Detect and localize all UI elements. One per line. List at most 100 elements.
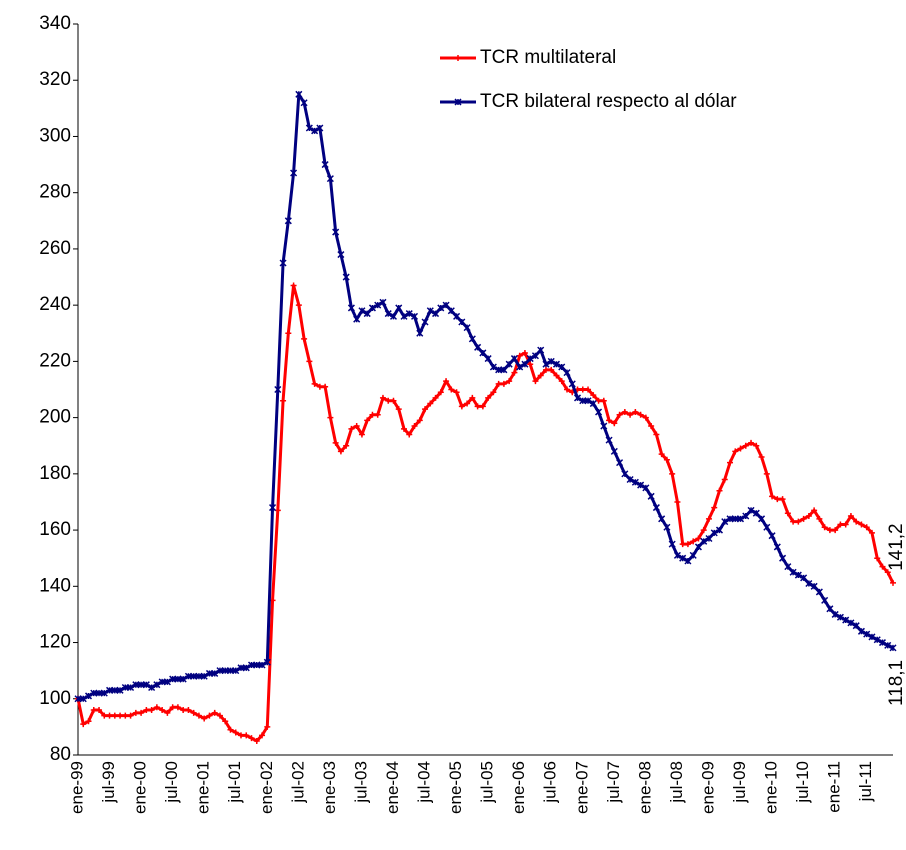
- point-marker: [548, 366, 555, 373]
- point-marker: [552, 360, 561, 368]
- point-marker: [443, 378, 450, 385]
- point-marker: [174, 704, 181, 711]
- y-tick-label: 280: [39, 182, 71, 203]
- point-marker: [510, 355, 518, 363]
- point-marker: [111, 686, 119, 694]
- point-marker: [385, 397, 392, 404]
- point-marker: [684, 557, 692, 565]
- point-marker: [821, 596, 829, 604]
- point-marker: [316, 383, 323, 390]
- point-marker: [737, 445, 744, 452]
- point-marker: [405, 310, 413, 318]
- point-marker: [410, 312, 419, 320]
- point-marker: [311, 127, 319, 135]
- point-marker: [742, 442, 749, 449]
- x-tick-label: ene-09: [698, 761, 717, 814]
- point-marker: [295, 90, 303, 98]
- point-marker: [337, 251, 345, 259]
- point-marker: [311, 380, 318, 387]
- point-marker: [511, 369, 518, 376]
- point-marker: [826, 527, 833, 534]
- point-marker: [868, 633, 876, 641]
- y-tick-label: 180: [39, 463, 71, 484]
- point-marker: [185, 707, 192, 714]
- point-marker: [84, 692, 93, 700]
- point-marker: [485, 394, 492, 401]
- point-marker: [732, 448, 739, 455]
- point-marker: [264, 723, 271, 730]
- point-marker: [226, 667, 235, 675]
- point-marker: [547, 357, 555, 365]
- point-marker: [726, 515, 734, 523]
- point-marker: [422, 406, 429, 413]
- point-marker: [815, 588, 823, 596]
- point-marker: [222, 718, 229, 725]
- point-marker: [805, 579, 813, 588]
- x-tick-label: jul-11: [856, 761, 875, 802]
- y-tick-label: 160: [39, 519, 71, 540]
- point-marker: [464, 400, 471, 407]
- point-marker: [694, 543, 702, 551]
- point-marker: [779, 496, 786, 503]
- point-marker: [790, 518, 797, 525]
- point-marker: [85, 718, 92, 725]
- point-marker: [159, 707, 166, 714]
- x-tick-label: jul-08: [667, 761, 686, 804]
- point-marker: [521, 360, 529, 368]
- point-marker: [779, 554, 787, 562]
- point-marker: [206, 712, 213, 719]
- point-marker: [132, 709, 139, 716]
- x-tick-label: jul-07: [604, 761, 623, 804]
- point-marker: [710, 529, 718, 537]
- legend-label: TCR multilateral: [480, 47, 616, 68]
- point-marker: [468, 335, 476, 343]
- point-marker: [137, 681, 145, 689]
- x-tick-label: ene-06: [509, 761, 528, 814]
- point-marker: [216, 667, 224, 675]
- point-marker: [290, 169, 298, 177]
- point-marker: [711, 504, 718, 511]
- point-marker: [542, 360, 550, 368]
- point-marker: [142, 681, 150, 689]
- point-marker: [564, 386, 570, 393]
- point-marker: [138, 709, 145, 716]
- point-marker: [642, 484, 650, 492]
- point-marker: [653, 431, 660, 438]
- point-marker: [831, 610, 839, 618]
- point-marker: [648, 423, 655, 430]
- x-tick-label: jul-99: [99, 761, 118, 804]
- point-marker: [184, 672, 192, 680]
- point-marker: [805, 513, 812, 520]
- y-tick-label: 100: [39, 688, 71, 709]
- point-marker: [358, 307, 366, 315]
- y-tick-label: 140: [39, 575, 71, 596]
- point-marker: [116, 686, 124, 694]
- point-marker: [389, 312, 398, 320]
- point-marker: [573, 394, 582, 402]
- point-marker: [148, 683, 156, 692]
- point-marker: [401, 425, 407, 432]
- point-marker: [205, 669, 213, 677]
- point-marker: [585, 386, 592, 393]
- point-marker: [884, 569, 891, 576]
- point-marker: [832, 527, 839, 534]
- point-marker: [143, 707, 150, 714]
- point-marker: [526, 355, 534, 363]
- y-tick-label: 320: [39, 69, 71, 90]
- point-marker: [495, 380, 502, 387]
- point-marker: [174, 675, 182, 683]
- point-marker: [632, 408, 639, 415]
- x-tick-label: jul-03: [351, 761, 370, 804]
- point-marker: [863, 524, 870, 531]
- x-tick-label: ene-11: [825, 761, 844, 813]
- point-marker: [705, 534, 713, 543]
- x-tick-label: jul-01: [225, 761, 244, 804]
- point-marker: [132, 681, 140, 689]
- point-marker: [537, 372, 544, 379]
- point-marker: [342, 273, 350, 281]
- point-marker: [348, 425, 355, 432]
- legend-label: TCR bilateral respecto al dólar: [480, 91, 737, 112]
- point-marker: [690, 538, 697, 545]
- point-marker: [90, 707, 97, 714]
- point-marker: [274, 385, 282, 394]
